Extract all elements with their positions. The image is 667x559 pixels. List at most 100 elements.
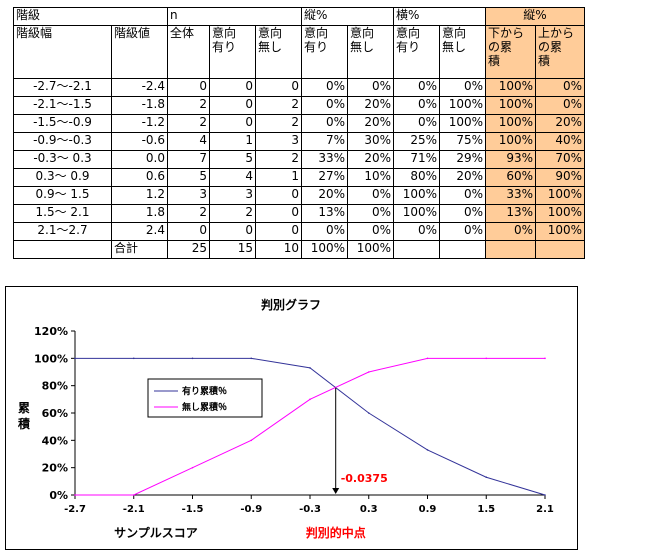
series-1-point [74,357,76,360]
cell-kaikyu-haba: 2.1～2.7 [13,222,112,241]
cell-tate-nashi: 20% [347,96,394,115]
header-ue-ruiseki: 上から の累 積 [535,25,585,79]
table-row: 0.3～ 0.9 0.6 5 4 1 27% 10% 80% 20% 60% 90% [13,168,585,187]
total-label: 合計 [111,240,168,259]
header-kaikyu-value: 階級値 [111,25,168,79]
cell-yoko-ari: 71% [393,150,440,169]
table-row: 1.5～ 2.1 1.8 2 2 0 13% 0% 100% 0% 13% 100% [13,204,585,223]
cell-tate-ari: 13% [301,204,348,223]
cell-zentai: 4 [167,132,210,151]
cell-zentai: 0 [167,222,210,241]
cell-kaikyu-haba: 0.3～ 0.9 [13,168,112,187]
cell-tate-nashi: 20% [347,150,394,169]
header-tate: 縦% [301,7,394,26]
series-line-2 [75,357,545,496]
header-yoko-nashi: 意向 無し [439,25,486,79]
total-blank [393,240,440,259]
series-2-point [309,398,311,401]
series-line-1 [75,357,546,496]
cell-nashi: 1 [255,168,302,187]
total-tate-nashi: 100% [347,240,394,259]
total-blank [535,240,585,259]
cell-tate-ari: 0% [301,222,348,241]
cell-yoko-nashi: 0% [439,204,486,223]
cell-nashi: 2 [255,96,302,115]
series-1-point [367,412,370,414]
cell-kaikyu-value: -1.2 [111,114,168,133]
cell-nashi: 0 [255,204,302,223]
table-row: -2.1～-1.5 -1.8 2 0 2 0% 20% 0% 100% 100% 0% [13,96,585,115]
cell-kaikyu-value: 2.4 [111,222,168,241]
series-1-point [426,449,429,451]
cell-kaikyu-value: 1.2 [111,186,168,205]
header-nashi: 意向 無し [255,25,302,79]
cell-ari: 4 [209,168,256,187]
series-2-point [74,494,76,496]
cell-tate-nashi: 10% [347,168,394,187]
x-tick-label: 0.9 [419,504,437,515]
cell-kaikyu-value: 1.8 [111,204,168,223]
header-tate-orange: 縦% [485,7,585,26]
cell-tate-nashi: 0% [347,222,394,241]
y-tick-label: 0% [49,489,68,502]
cell-kaikyu-value: -1.8 [111,96,168,115]
cell-ue-ruiseki: 90% [535,168,585,187]
series-1-point [191,357,194,360]
cell-shita-ruiseki: 60% [485,168,536,187]
header-yoko: 横% [393,7,486,26]
series-2-point [250,439,253,442]
cell-ue-ruiseki: 0% [535,96,585,115]
header-yoko-ari: 意向 有り [393,25,440,79]
cell-ue-ruiseki: 0% [535,78,585,97]
cell-ue-ruiseki: 70% [535,150,585,169]
cell-ari: 0 [209,114,256,133]
table-row: 2.1～2.7 2.4 0 0 0 0% 0% 0% 0% 0% 100% [13,222,585,241]
cell-kaikyu-haba: -0.3～ 0.3 [13,150,112,169]
midpoint-arrowhead [332,488,340,494]
cell-kaikyu-haba: -2.1～-1.5 [13,96,112,115]
series-1-point [485,476,488,479]
cell-nashi: 2 [255,114,302,133]
cell-shita-ruiseki: 33% [485,186,536,205]
header-kaikyu: 階級 [13,7,168,26]
cell-zentai: 2 [167,96,210,115]
header-row-1: 階級 n 縦% 横% 縦% [13,7,585,26]
header-shita-ruiseki: 下から の累 積 [485,25,536,79]
total-ari: 15 [209,240,256,259]
cell-yoko-nashi: 0% [439,186,486,205]
x-tick-label: -2.1 [123,504,145,515]
cell-tate-ari: 7% [301,132,348,151]
cell-ue-ruiseki: 100% [535,204,585,223]
cell-nashi: 0 [255,78,302,97]
cell-tate-nashi: 30% [347,132,394,151]
header-tate-nashi: 意向 無し [347,25,394,79]
cell-shita-ruiseki: 100% [485,114,536,133]
cell-kaikyu-value: -0.6 [111,132,168,151]
midpoint-value: -0.0375 [341,472,388,485]
cell-shita-ruiseki: 100% [485,78,536,97]
table-row: -0.9～-0.3 -0.6 4 1 3 7% 30% 25% 75% 100% 40% [13,132,585,151]
header-n: n [167,7,302,26]
cell-shita-ruiseki: 100% [485,96,536,115]
x-tick-label: -0.9 [240,504,262,515]
y-tick-label: 20% [42,462,68,475]
legend-item-label: 有り累積％ [182,385,227,397]
cell-shita-ruiseki: 100% [485,132,536,151]
cell-yoko-nashi: 75% [439,132,486,151]
cell-yoko-ari: 0% [393,96,440,115]
cell-yoko-nashi: 100% [439,96,486,115]
cell-yoko-ari: 100% [393,204,440,223]
cell-ari: 5 [209,150,256,169]
cell-yoko-ari: 0% [393,114,440,133]
cell-yoko-ari: 80% [393,168,440,187]
y-tick-label: 80% [42,380,68,393]
cell-yoko-nashi: 0% [439,222,486,241]
total-blank [439,240,486,259]
header-tate-ari: 意向 有り [301,25,348,79]
cell-shita-ruiseki: 0% [485,222,536,241]
cell-tate-ari: 33% [301,150,348,169]
cell-yoko-ari: 0% [393,78,440,97]
series-2-point [544,357,546,360]
chart-title: 判別グラフ [261,297,321,312]
header-kaikyu-haba: 階級幅 [13,25,112,79]
